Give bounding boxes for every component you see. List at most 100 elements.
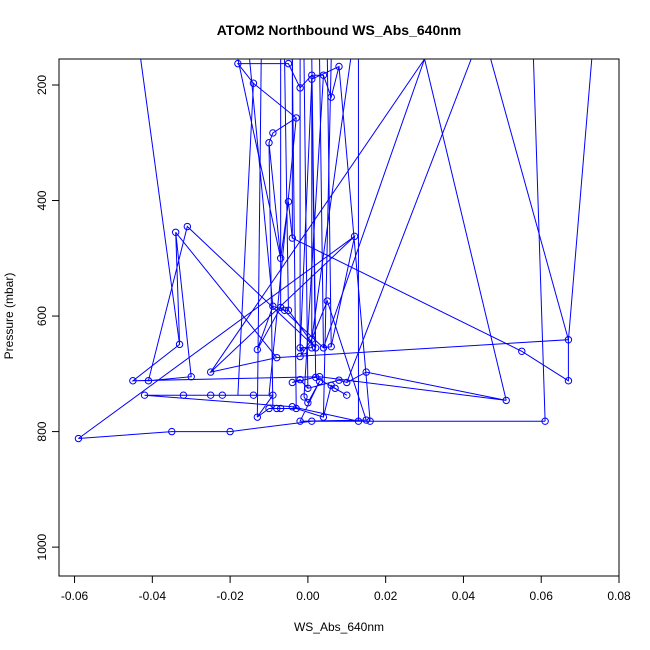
data-point bbox=[292, 114, 300, 122]
y-tick-label: 1000 bbox=[35, 533, 49, 560]
data-point bbox=[284, 59, 293, 68]
x-tick-label: 0.00 bbox=[296, 589, 320, 603]
data-point bbox=[129, 377, 137, 385]
series-segment bbox=[424, 59, 507, 401]
data-point bbox=[179, 391, 188, 399]
data-point bbox=[300, 347, 308, 355]
data-point bbox=[311, 373, 320, 381]
data-point bbox=[206, 368, 215, 376]
data-point bbox=[366, 417, 374, 425]
data-point bbox=[331, 384, 339, 392]
data-point bbox=[269, 391, 277, 399]
series-segment bbox=[322, 59, 332, 418]
data-point bbox=[265, 139, 273, 147]
x-tick-label: 0.06 bbox=[530, 589, 554, 603]
data-point bbox=[249, 391, 258, 399]
data-point bbox=[175, 340, 184, 349]
series-segment bbox=[140, 59, 181, 345]
x-tick-label: 0.04 bbox=[452, 589, 476, 603]
data-point bbox=[343, 391, 351, 399]
x-axis: -0.06 -0.04 -0.02 0.00 0.02 0.04 0.06 0.08 bbox=[61, 575, 631, 603]
data-point bbox=[218, 391, 227, 399]
data-point bbox=[296, 417, 304, 425]
data-point bbox=[284, 306, 293, 314]
data-point bbox=[308, 71, 316, 79]
data-point bbox=[288, 234, 297, 242]
series-segment bbox=[249, 59, 274, 307]
series-segment bbox=[175, 231, 278, 358]
y-tick-label: 200 bbox=[35, 75, 49, 95]
data-point bbox=[273, 353, 281, 362]
data-point bbox=[311, 344, 320, 352]
data-point bbox=[362, 416, 370, 424]
y-tick-label: 400 bbox=[35, 190, 49, 210]
data-point bbox=[168, 427, 176, 436]
series-segment bbox=[299, 79, 313, 351]
chart-title: ATOM2 Northbound WS_Abs_640nm bbox=[217, 22, 462, 38]
data-point bbox=[206, 391, 215, 399]
series-segment bbox=[268, 117, 297, 396]
data-point bbox=[144, 377, 153, 385]
data-point bbox=[74, 434, 83, 443]
data-point bbox=[296, 375, 304, 384]
y-axis: 200 400 600 800 1000 bbox=[35, 75, 60, 560]
series-segment bbox=[322, 59, 426, 348]
data-point bbox=[315, 377, 324, 386]
data-point bbox=[269, 302, 277, 310]
series-segment bbox=[346, 59, 472, 383]
series-segment bbox=[338, 66, 371, 422]
data-point bbox=[335, 62, 343, 71]
data-point bbox=[541, 417, 549, 425]
series-segment bbox=[237, 83, 254, 396]
y-axis-label: Pressure (mbar) bbox=[2, 273, 16, 360]
data-point bbox=[140, 391, 149, 399]
data-point bbox=[234, 59, 242, 68]
data-point bbox=[187, 373, 195, 381]
data-point bbox=[296, 84, 304, 92]
x-axis-label: WS_Abs_640nm bbox=[294, 620, 384, 634]
data-point bbox=[300, 393, 308, 401]
data-point bbox=[265, 404, 273, 413]
data-point bbox=[304, 399, 312, 407]
data-point bbox=[171, 228, 180, 236]
data-point bbox=[183, 222, 192, 231]
series-segment bbox=[319, 59, 324, 348]
y-tick-label: 800 bbox=[35, 421, 49, 441]
plot-area bbox=[74, 59, 593, 443]
data-point bbox=[296, 352, 304, 361]
data-point bbox=[343, 378, 351, 387]
data-point bbox=[249, 79, 258, 87]
series-segment bbox=[326, 59, 332, 347]
series-segment bbox=[256, 59, 262, 418]
data-point bbox=[319, 413, 328, 421]
data-point bbox=[308, 75, 316, 83]
data-point bbox=[518, 347, 526, 355]
series-segment bbox=[532, 59, 546, 422]
data-point bbox=[319, 344, 328, 352]
data-point bbox=[319, 71, 328, 79]
data-point bbox=[350, 232, 359, 241]
data-point bbox=[335, 376, 343, 384]
data-point bbox=[284, 197, 293, 206]
data-point bbox=[288, 378, 297, 387]
data-point bbox=[269, 129, 277, 137]
data-point bbox=[308, 335, 316, 343]
data-point bbox=[276, 303, 285, 312]
series-segment bbox=[311, 59, 317, 348]
data-point bbox=[253, 345, 262, 354]
series-segment bbox=[311, 59, 352, 340]
data-point bbox=[308, 417, 316, 425]
series-segment bbox=[490, 59, 569, 340]
data-point bbox=[253, 413, 262, 421]
series-segment bbox=[567, 59, 593, 340]
y-tick-label: 600 bbox=[35, 306, 49, 326]
data-point bbox=[276, 254, 285, 262]
series-segment bbox=[210, 59, 425, 373]
data-point bbox=[226, 427, 234, 436]
data-point bbox=[564, 377, 573, 385]
data-point bbox=[304, 384, 312, 392]
data-point bbox=[292, 404, 300, 413]
series-segment bbox=[78, 235, 355, 439]
x-tick-label: 0.02 bbox=[374, 589, 398, 603]
